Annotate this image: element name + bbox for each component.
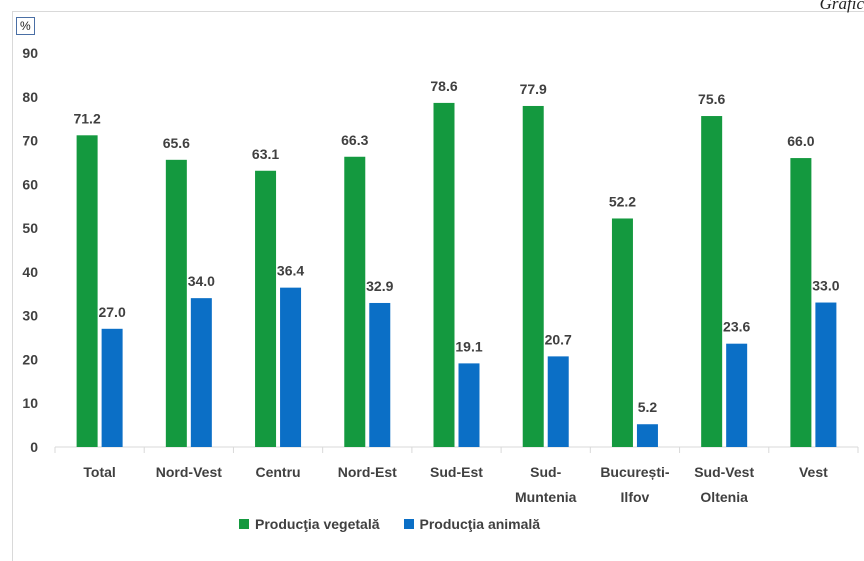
- x-tick-label: Vest: [799, 464, 828, 480]
- x-tick-label: Ilfov: [621, 489, 650, 505]
- data-label: 77.9: [520, 81, 547, 97]
- bar: [255, 170, 277, 448]
- bar: [458, 363, 480, 447]
- y-unit-label: %: [16, 17, 35, 35]
- data-label: 75.6: [698, 91, 725, 107]
- bar: [165, 159, 187, 447]
- corner-label: Grafic: [819, 0, 864, 13]
- bar: [433, 102, 455, 447]
- y-tick-label: 90: [22, 45, 38, 61]
- bar: [726, 343, 748, 447]
- y-tick-label: 0: [30, 439, 38, 455]
- bar: [369, 302, 391, 447]
- legend-label-animala: Producţia animală: [419, 516, 541, 532]
- bar: [611, 218, 633, 447]
- y-tick-label: 70: [22, 133, 38, 149]
- data-label: 78.6: [430, 78, 457, 94]
- bar: [101, 328, 123, 447]
- x-tick-label: Muntenia: [515, 489, 577, 505]
- y-tick-label: 10: [22, 395, 38, 411]
- data-label: 52.2: [609, 193, 636, 209]
- bar: [522, 105, 544, 448]
- bar: [280, 287, 302, 447]
- x-tick-label: Nord-Est: [338, 464, 397, 480]
- legend-item-animala: Producţia animală: [403, 516, 541, 532]
- y-tick-label: 50: [22, 220, 38, 236]
- legend-label-vegetala: Producţia vegetală: [255, 516, 380, 532]
- x-tick-label: Sud-: [530, 464, 561, 480]
- legend-swatch-vegetala: [239, 519, 249, 529]
- bar: [344, 156, 366, 447]
- y-tick-label: 80: [22, 89, 38, 105]
- chart-frame: [12, 11, 864, 561]
- y-tick-label: 60: [22, 176, 38, 192]
- data-label: 65.6: [163, 135, 190, 151]
- data-label: 19.1: [455, 338, 482, 354]
- data-label: 63.1: [252, 146, 279, 162]
- y-tick-label: 20: [22, 351, 38, 367]
- bar: [190, 298, 212, 447]
- y-tick-label: 40: [22, 264, 38, 280]
- bar: [636, 424, 658, 447]
- data-label: 20.7: [545, 331, 572, 347]
- data-label: 36.4: [277, 263, 304, 279]
- bar: [701, 116, 723, 447]
- legend: Producţia vegetală Producţia animală: [239, 516, 540, 532]
- data-label: 5.2: [638, 399, 658, 415]
- data-label: 66.3: [341, 132, 368, 148]
- data-label: 33.0: [812, 278, 839, 294]
- y-tick-label: 30: [22, 308, 38, 324]
- x-tick-label: Sud-Vest: [694, 464, 754, 480]
- data-label: 66.0: [787, 133, 814, 149]
- x-tick-label: Total: [83, 464, 115, 480]
- x-tick-label: București-: [600, 464, 670, 480]
- data-label: 34.0: [188, 273, 215, 289]
- legend-swatch-animala: [403, 519, 414, 529]
- data-label: 71.2: [73, 110, 100, 126]
- bar: [547, 356, 569, 447]
- x-tick-label: Oltenia: [700, 489, 748, 505]
- x-tick-label: Centru: [255, 464, 300, 480]
- data-label: 23.6: [723, 319, 750, 335]
- bar: [790, 158, 812, 448]
- data-label: 32.9: [366, 278, 393, 294]
- x-tick-label: Nord-Vest: [156, 464, 222, 480]
- data-label: 27.0: [98, 304, 125, 320]
- x-tick-label: Sud-Est: [430, 464, 483, 480]
- legend-item-vegetala: Producţia vegetală: [239, 516, 380, 532]
- bar: [815, 302, 837, 447]
- bar: [76, 135, 98, 447]
